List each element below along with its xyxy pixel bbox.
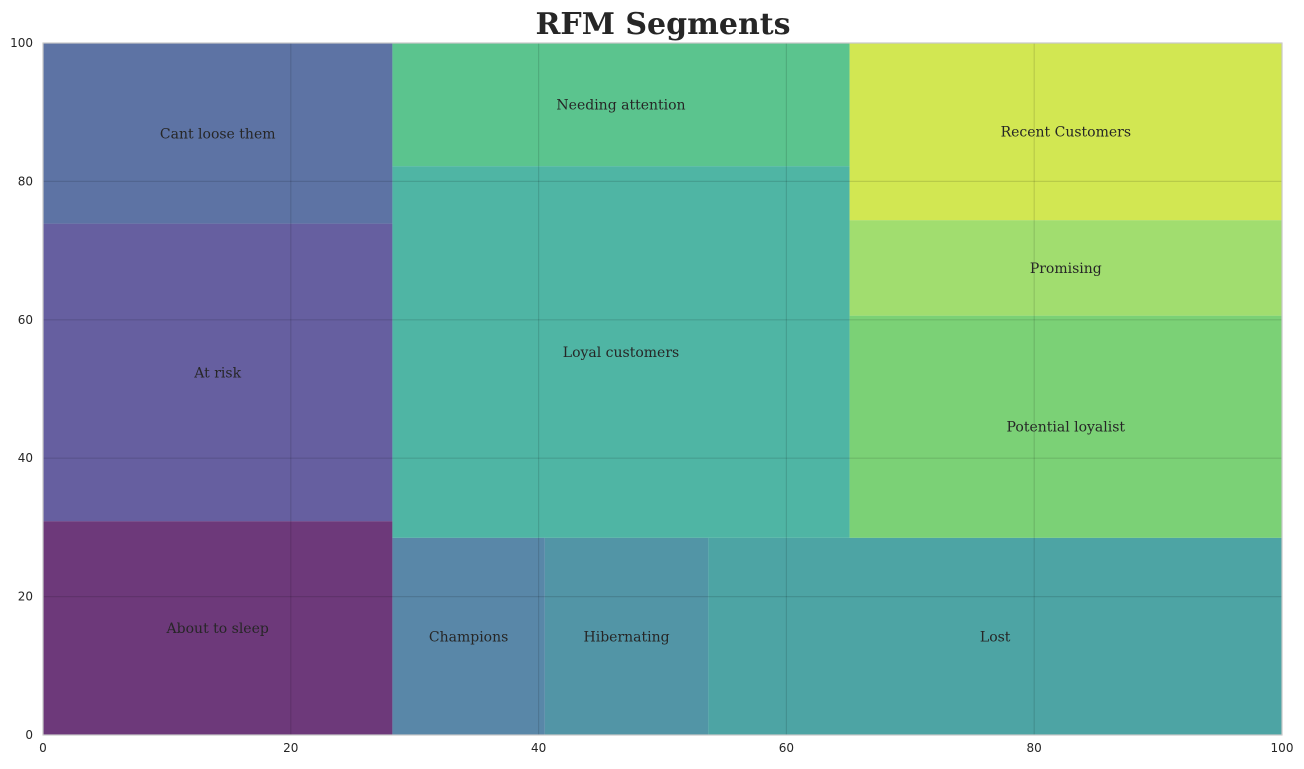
segment-about-to-sleep — [43, 521, 393, 735]
treemap-cells — [43, 43, 1282, 735]
segment-potential-loyalist — [849, 315, 1282, 538]
plot-frame — [42, 42, 1283, 736]
segment-recent-customers — [849, 43, 1282, 221]
segment-hibernating — [544, 537, 709, 735]
segment-label-promising: Promising — [1030, 261, 1102, 277]
segment-cant-loose-them — [43, 43, 393, 224]
x-tick-label: 100 — [1271, 741, 1294, 755]
y-tick-label: 20 — [18, 590, 33, 604]
segment-label-needing-attention: Needing attention — [556, 98, 685, 114]
y-tick-label: 60 — [18, 313, 33, 327]
segment-label-recent-customers: Recent Customers — [1001, 125, 1131, 141]
x-tick-label: 80 — [1027, 741, 1042, 755]
segment-label-about-to-sleep: About to sleep — [166, 621, 269, 637]
segment-champions — [392, 537, 545, 735]
segment-needing-attention — [392, 43, 850, 167]
segment-label-cant-loose-them: Cant loose them — [160, 126, 276, 142]
segment-label-potential-loyalist: Potential loyalist — [1007, 420, 1126, 436]
segment-label-at-risk: At risk — [193, 365, 241, 381]
y-tick-label: 80 — [18, 174, 33, 188]
y-tick-label: 0 — [25, 728, 33, 742]
chart-title: RFM Segments — [536, 7, 791, 42]
x-tick-label: 60 — [779, 741, 794, 755]
y-tick-label: 40 — [18, 451, 33, 465]
segment-promising — [849, 220, 1282, 316]
y-axis-ticks: 0 20 40 60 80 100 — [10, 36, 33, 742]
segment-label-hibernating: Hibernating — [584, 629, 670, 645]
x-tick-label: 0 — [39, 741, 47, 755]
x-tick-label: 20 — [283, 741, 298, 755]
segment-at-risk — [43, 223, 393, 522]
y-tick-label: 100 — [10, 36, 33, 50]
segment-label-loyal-customers: Loyal customers — [563, 345, 679, 361]
segment-lost — [708, 537, 1282, 735]
x-axis-ticks: 0 20 40 60 80 100 — [39, 741, 1293, 755]
segment-labels: About to sleep At risk Cant loose them Cham… — [160, 98, 1131, 646]
segment-label-lost: Lost — [980, 629, 1011, 645]
segment-label-champions: Champions — [429, 629, 508, 645]
x-tick-label: 40 — [531, 741, 546, 755]
segment-loyal-customers — [392, 166, 850, 538]
